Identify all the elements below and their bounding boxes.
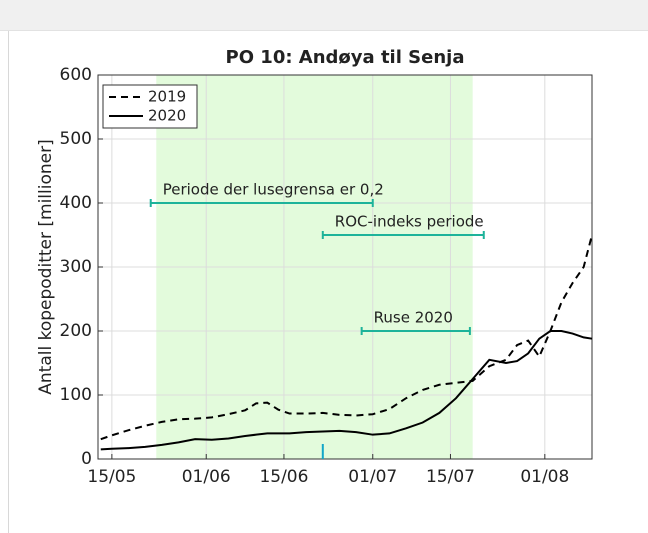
chart-title: PO 10: Andøya til Senja <box>226 47 465 68</box>
x-tick-label: 15/07 <box>426 467 475 487</box>
panel-border <box>8 31 9 533</box>
y-axis-label: Antall kopepoditter [millioner] <box>36 139 56 394</box>
legend-label: 2020 <box>148 107 186 125</box>
y-tick-label: 300 <box>60 257 92 277</box>
x-tick-label: 01/08 <box>520 467 569 487</box>
axes-box <box>97 74 593 460</box>
annotation-label: Periode der lusegrensa er 0,2 <box>163 181 384 199</box>
legend-label: 2019 <box>148 88 186 106</box>
x-tick-label: 01/07 <box>348 467 397 487</box>
x-tick-label: 01/06 <box>182 467 231 487</box>
series-line <box>100 330 593 451</box>
y-tick-label: 0 <box>81 449 92 469</box>
y-tick-label: 100 <box>60 385 92 405</box>
y-tick-label: 600 <box>60 65 92 85</box>
y-tick-label: 200 <box>60 321 92 341</box>
annotation-label: ROC-indeks periode <box>335 213 484 231</box>
annotation-label: Ruse 2020 <box>374 309 453 327</box>
x-tick-label: 15/05 <box>87 467 136 487</box>
toolbar-band <box>0 0 648 31</box>
x-tick-label: 15/06 <box>259 467 308 487</box>
y-tick-label: 400 <box>60 193 92 213</box>
y-tick-label: 500 <box>60 129 92 149</box>
legend-box <box>102 84 198 129</box>
